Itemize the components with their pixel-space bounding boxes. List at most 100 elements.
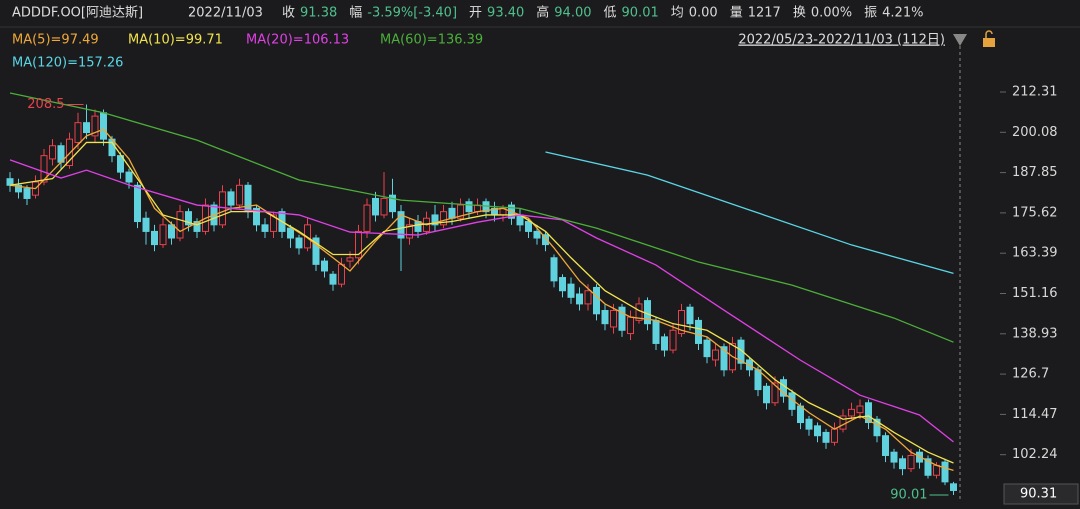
y-tick-label: 163.39 (1012, 246, 1058, 261)
candle-body (703, 339, 711, 358)
min-label: 90.01 (890, 487, 927, 502)
current-price: 90.31 (1020, 487, 1057, 502)
candle-body (865, 402, 872, 424)
candle-body (380, 197, 388, 216)
y-tick-label: 151.16 (1012, 286, 1058, 301)
candle-body (661, 336, 668, 351)
candle-body (244, 184, 252, 213)
candle-body (924, 458, 932, 476)
candle-body (329, 273, 337, 285)
candle-body (457, 204, 464, 219)
header-label: 换 (793, 6, 806, 21)
candle-body (74, 122, 82, 143)
candle-body (907, 454, 915, 470)
legend-entry: MA(60)=136.39 (380, 33, 483, 48)
candle-body (542, 234, 549, 246)
header-label: 量 (730, 6, 743, 21)
candle-body (465, 201, 473, 213)
candle-body (652, 319, 660, 344)
candle-body (227, 191, 235, 206)
candle-body (159, 224, 167, 246)
date: 2022/11/03 (188, 6, 263, 21)
candle-body (584, 290, 592, 305)
candle-body (831, 428, 838, 443)
ma-line (9, 92, 954, 343)
candle-body (899, 458, 906, 470)
candle-body (890, 451, 898, 463)
candle-body (185, 211, 192, 226)
header-value: 94.00 (554, 6, 591, 21)
candle-body (737, 339, 745, 364)
range-arrow[interactable] (953, 34, 967, 46)
candle-body (363, 204, 371, 232)
candle-body (720, 346, 728, 371)
header-label: 开 (469, 6, 482, 21)
candle-body (873, 418, 881, 437)
candle-body (525, 221, 532, 232)
candle-body (550, 257, 558, 282)
header-label: 收 (282, 6, 295, 21)
candle-body (576, 293, 583, 305)
candle-body (771, 382, 779, 404)
candle-body (431, 214, 439, 226)
candle-body (448, 207, 456, 219)
candle-body (270, 214, 277, 232)
candle-body (176, 211, 184, 239)
max-label: 208.5 (27, 97, 64, 112)
header-value: 4.21% (882, 6, 923, 21)
candle-body (950, 483, 957, 491)
candle-body (440, 211, 447, 226)
candle-body (355, 230, 362, 259)
y-tick-label: 175.62 (1012, 205, 1058, 220)
candle-body (856, 405, 864, 414)
candle-body (83, 122, 90, 134)
header-label: 低 (604, 6, 617, 21)
candle-body (814, 425, 821, 437)
candle-body (287, 227, 294, 239)
candle-body (933, 464, 940, 476)
candle-body (610, 310, 617, 328)
candle-body (295, 237, 303, 249)
header-value: 1217 (748, 6, 781, 21)
candle-body (15, 184, 22, 193)
candle-body (712, 349, 719, 361)
candle-body (253, 207, 260, 226)
header-label: 高 (536, 5, 549, 21)
y-tick-label: 114.47 (1012, 407, 1058, 422)
candle-body (125, 171, 133, 183)
header-value: 0.00 (689, 6, 718, 21)
candle-body (66, 138, 73, 167)
candle-body (805, 418, 813, 430)
price-box (1003, 483, 1079, 505)
symbol: ADDDF.OO[阿迪达斯] (12, 6, 143, 21)
candle-body (397, 211, 405, 239)
candle-body (797, 405, 804, 424)
candle-body (389, 194, 396, 213)
y-tick-label: 212.31 (1012, 85, 1058, 100)
date-range[interactable]: 2022/05/23-2022/11/03 (112日) (738, 33, 945, 48)
candle-body (882, 435, 889, 456)
candle-body (261, 224, 269, 232)
header-label: 均 (671, 6, 684, 21)
candle-body (533, 230, 541, 239)
candle-body (168, 224, 175, 239)
candle-body (644, 300, 651, 325)
ma-line (545, 151, 954, 275)
candle-body (822, 431, 830, 443)
candle-body (601, 310, 609, 325)
y-tick-label: 187.85 (1012, 165, 1058, 180)
candle-body (100, 112, 107, 140)
candle-body (6, 178, 14, 186)
candle-body (142, 217, 150, 232)
candle-body (669, 329, 677, 351)
candle-body (312, 237, 320, 265)
legend-entry: MA(5)=97.49 (12, 33, 99, 48)
y-tick-label: 138.93 (1012, 326, 1058, 341)
candle-body (754, 369, 762, 391)
candle-body (23, 188, 31, 199)
header-value: -3.59%[-3.40] (367, 6, 457, 21)
candle-body (236, 184, 243, 206)
lock-icon[interactable] (983, 30, 995, 47)
legend-entry: MA(10)=99.71 (128, 33, 223, 48)
